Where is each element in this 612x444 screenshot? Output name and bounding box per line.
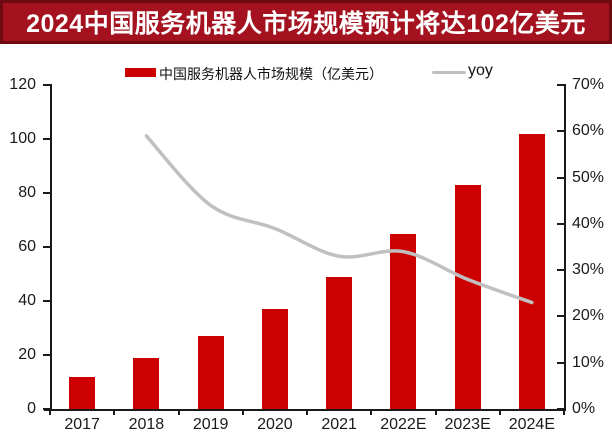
x-axis-tick [370, 409, 373, 415]
right-axis-tick-label: 30% [572, 261, 605, 279]
x-axis-label: 2022E [380, 416, 427, 433]
bar-2024E [518, 133, 545, 409]
y-axis-tick [43, 246, 50, 248]
right-axis-tick-label: 0% [572, 400, 596, 417]
x-axis-label: 2023E [444, 416, 491, 433]
right-axis-tick-label: 40% [572, 214, 605, 232]
legend-bar-label: 中国服务机器人市场规模（亿美元） [159, 66, 383, 82]
right-axis-tick [557, 222, 564, 225]
title-banner: 2024中国服务机器人市场规模预计将达102亿美元 [0, 0, 612, 44]
bar-2017 [69, 376, 96, 409]
x-axis-tick [49, 409, 51, 415]
y-axis-tick-label: 0 [27, 400, 36, 417]
y-axis-tick-label: 100 [9, 130, 36, 147]
x-axis-line [44, 409, 566, 411]
x-axis-tick [434, 409, 437, 415]
bar-2019 [197, 336, 224, 409]
right-axis-tick-label: 10% [572, 353, 605, 371]
right-axis-tick [557, 84, 564, 86]
x-axis-tick [498, 409, 501, 415]
legend-line-label: yoy [468, 62, 493, 79]
bar-2022E [390, 233, 417, 409]
x-axis-tick [563, 409, 565, 415]
x-axis-tick [177, 409, 180, 415]
right-axis-tick [557, 361, 564, 364]
legend-line-swatch [432, 71, 466, 74]
right-axis-tick-label: 50% [572, 168, 605, 186]
right-axis-line [564, 84, 566, 411]
x-axis-label: 2017 [64, 416, 100, 433]
y-axis-tick [43, 138, 50, 140]
x-axis-label: 2024E [508, 416, 555, 433]
right-axis-tick-label: 20% [572, 307, 605, 325]
x-axis-label: 2021 [321, 416, 357, 433]
bar-2023E [454, 184, 481, 409]
right-axis-tick [557, 130, 564, 133]
right-axis-tick [557, 176, 564, 179]
right-axis-tick [557, 408, 564, 410]
y-axis-tick [43, 354, 50, 356]
bar-2020 [261, 309, 288, 409]
x-axis-tick [306, 409, 308, 415]
y-axis-tick-label: 60 [18, 238, 36, 255]
y-axis-tick-label: 80 [18, 184, 36, 201]
y-axis-tick-label: 40 [18, 292, 36, 309]
y-axis-tick [43, 192, 50, 194]
y-axis-line [50, 84, 52, 411]
y-axis-tick [43, 84, 50, 86]
x-axis-tick [113, 409, 116, 415]
y-axis-tick [43, 300, 50, 302]
page-title: 2024中国服务机器人市场规模预计将达102亿美元 [26, 10, 586, 38]
right-axis-tick [557, 269, 564, 272]
y-axis-tick-label: 20 [18, 346, 36, 363]
x-axis-label: 2019 [192, 416, 229, 433]
legend-bar-swatch [125, 68, 156, 77]
right-axis-tick-label: 60% [572, 122, 605, 140]
right-axis-tick [557, 315, 564, 318]
bar-2018 [133, 357, 160, 409]
right-axis-tick-label: 70% [572, 76, 605, 93]
x-axis-label: 2020 [257, 416, 293, 433]
bar-2021 [326, 276, 353, 409]
x-axis-tick [241, 409, 244, 415]
x-axis-label: 2018 [128, 416, 165, 433]
y-axis-tick [43, 408, 50, 410]
y-axis-tick-label: 120 [9, 76, 36, 93]
